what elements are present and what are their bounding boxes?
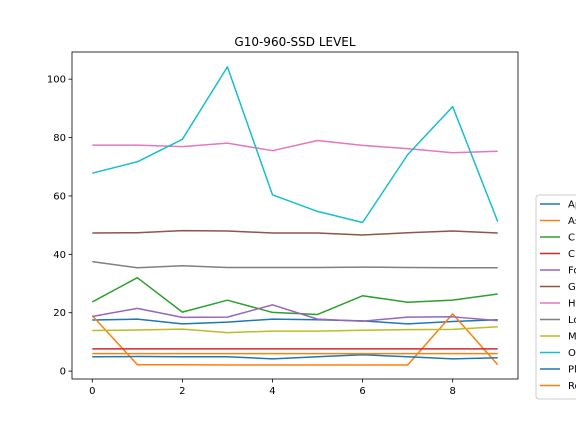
legend-box bbox=[535, 194, 576, 400]
legend-label-5: G bbox=[568, 282, 576, 293]
x-tick-label: 0 bbox=[89, 386, 95, 397]
y-tick-label: 0 bbox=[60, 367, 66, 378]
series-line-0 bbox=[92, 318, 498, 325]
series-line-2 bbox=[91, 276, 498, 316]
series-line-4 bbox=[92, 304, 498, 322]
series-line-5 bbox=[92, 229, 498, 236]
y-axis: 0 20 40 60 80 100 bbox=[47, 75, 72, 378]
series-line-1 bbox=[91, 313, 499, 366]
y-tick-label: 40 bbox=[53, 250, 66, 261]
series-line-10 bbox=[92, 354, 498, 360]
x-tick-label: 6 bbox=[359, 386, 365, 397]
legend-label-11: Ro bbox=[568, 381, 576, 392]
legend-label-9: O bbox=[568, 348, 576, 359]
series-line-7 bbox=[92, 260, 498, 269]
legend: Ap As CC Fo GH Lo MO Pl Ro bbox=[535, 194, 576, 400]
x-tick-label: 8 bbox=[449, 386, 455, 397]
legend-label-8: M bbox=[568, 332, 576, 343]
legend-label-1: As bbox=[568, 216, 576, 227]
y-tick-label: 60 bbox=[53, 191, 66, 202]
series-line-6 bbox=[92, 139, 498, 154]
plot-frame bbox=[71, 51, 519, 380]
series-line-9 bbox=[92, 66, 499, 224]
y-tick-label: 80 bbox=[53, 133, 66, 144]
x-tick-label: 4 bbox=[269, 386, 275, 397]
series-line-8 bbox=[92, 325, 498, 334]
legend-label-6: H bbox=[568, 299, 576, 310]
plot-lines bbox=[91, 66, 499, 366]
x-axis: 0 2 4 6 8 bbox=[89, 379, 456, 397]
legend-label-7: Lo bbox=[568, 315, 576, 326]
legend-label-2: C bbox=[568, 233, 575, 244]
legend-label-10: Pl bbox=[568, 365, 576, 376]
chart-title: G10-960-SSD LEVEL bbox=[234, 35, 355, 49]
legend-label-4: Fo bbox=[568, 266, 576, 277]
legend-label-3: C bbox=[568, 249, 575, 260]
legend-label-0: Ap bbox=[568, 200, 576, 211]
x-tick-label: 2 bbox=[179, 386, 185, 397]
y-tick-label: 100 bbox=[47, 75, 66, 86]
y-tick-label: 20 bbox=[53, 308, 66, 319]
